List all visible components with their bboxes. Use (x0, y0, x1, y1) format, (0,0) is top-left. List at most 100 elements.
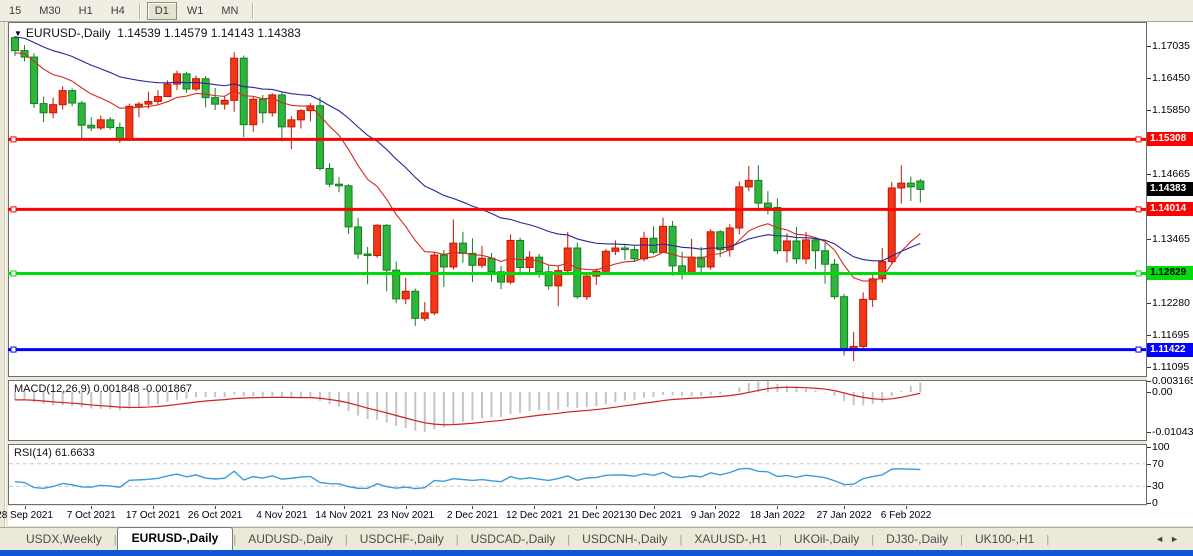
date-axis-tick-mark (215, 506, 217, 509)
macd-axis-tick-mark (1147, 432, 1151, 433)
tab-separator: | (679, 534, 683, 546)
rsi-axis-tick-mark (1147, 463, 1151, 465)
timeframe-toolbar: 15 M30 H1 H4 D1 W1 MN (0, 0, 1193, 22)
candlestick-chart-panel[interactable] (8, 22, 1147, 377)
timeframe-button-w1[interactable]: W1 (186, 4, 204, 17)
window-left-grip (4, 22, 6, 550)
symbol-dropdown-icon[interactable]: ▼ (14, 29, 22, 38)
date-axis-tick-mark (153, 506, 155, 509)
tab-separator: | (344, 534, 348, 546)
date-axis-tick-mark (534, 506, 536, 509)
tab-eurusd-daily[interactable]: EURUSD-,Daily (116, 527, 234, 550)
chart-tabs-bar: USDX,Weekly | EURUSD-,Daily | AUDUSD-,Daily |… (0, 527, 1193, 550)
date-axis-label: 6 Feb 2022 (880, 510, 932, 521)
tab-usdx-weekly[interactable]: USDX,Weekly (26, 532, 102, 546)
tab-scroll-right-icon[interactable]: ► (1170, 534, 1185, 544)
date-axis-label: 18 Jan 2022 (749, 510, 805, 521)
tab-scroll-arrows: ◄► (1155, 534, 1185, 544)
tab-separator: | (233, 534, 237, 546)
date-axis-label: 2 Dec 2021 (446, 510, 499, 521)
tab-scroll-left-icon[interactable]: ◄ (1155, 534, 1171, 544)
price-axis-tick-mark (1147, 77, 1151, 79)
date-axis-tick-mark (906, 506, 908, 509)
date-axis-tick-mark (472, 506, 474, 509)
price-axis-tick: 1.12280 (1152, 297, 1190, 310)
macd-axis-tick-mark (1147, 381, 1151, 382)
tab-audusd-daily[interactable]: AUDUSD-,Daily (248, 532, 333, 546)
tab-xauusd-h1[interactable]: XAUUSD-,H1 (694, 532, 768, 546)
tab-separator: | (960, 534, 963, 546)
tab-separator: | (567, 534, 571, 546)
price-axis-tick: 1.17035 (1152, 40, 1190, 52)
price-axis-tick-mark (1147, 334, 1151, 336)
date-axis-tick-mark (281, 506, 283, 509)
date-axis-label: 23 Nov 2021 (377, 510, 435, 521)
rsi-axis-tick: 100 (1152, 441, 1170, 453)
symbol-label: EURUSD-,Daily (25, 26, 111, 40)
date-axis-tick-mark (653, 506, 655, 509)
price-axis-tick-mark (1147, 303, 1151, 305)
price-axis-tick-mark (1147, 110, 1151, 112)
rsi-axis-tick: 70 (1152, 457, 1164, 470)
tab-dj30-daily[interactable]: DJ30-,Daily (886, 532, 949, 546)
date-axis-tick-mark (91, 506, 93, 509)
rsi-axis-tick-mark (1147, 503, 1151, 504)
date-axis-label: 7 Oct 2021 (66, 510, 116, 521)
date-axis-label: 30 Dec 2021 (625, 510, 682, 521)
timeframe-button-15[interactable]: 15 (9, 4, 22, 17)
tab-separator: | (113, 534, 117, 546)
date-axis-tick-mark (24, 506, 26, 509)
price-axis-tick: 1.11095 (1152, 361, 1190, 374)
chart-header: ▼ EURUSD-,Daily 1.14539 1.14579 1.14143 1… (14, 26, 301, 40)
date-axis-label: 28 Sep 2021 (0, 510, 53, 521)
price-axis-tick: 1.11695 (1152, 328, 1190, 341)
rsi-name: RSI(14) (14, 447, 52, 459)
tab-separator: | (871, 534, 875, 546)
timeframe-button-h1[interactable]: H1 (78, 4, 93, 17)
rsi-indicator-label: RSI(14) 61.6633 (14, 447, 95, 459)
date-axis-label: 9 Jan 2022 (690, 510, 741, 521)
price-line-badge: 1.11422 (1147, 342, 1193, 357)
price-axis-tick-mark (1147, 46, 1151, 47)
date-axis-label: 4 Nov 2021 (256, 510, 308, 521)
rsi-axis-tick-mark (1147, 486, 1151, 488)
price-line-badge: 1.12829 (1147, 266, 1193, 281)
tab-separator: | (1046, 534, 1050, 546)
price-axis-tick: 1.16450 (1152, 71, 1190, 84)
rsi-axis-tick: 0 (1152, 497, 1158, 509)
toolbar-separator (138, 2, 141, 19)
date-axis-tick-mark (343, 506, 345, 509)
price-line-badge: 1.14014 (1147, 202, 1193, 217)
tab-usdchf-daily[interactable]: USDCHF-,Daily (359, 532, 444, 546)
rsi-axis-tick: 30 (1152, 480, 1164, 493)
price-axis-tick-mark (1147, 367, 1151, 369)
timeframe-button-m30[interactable]: M30 (39, 4, 61, 17)
tab-ukoil-daily[interactable]: UKOil-,Daily (793, 532, 860, 546)
macd-name: MACD(12,26,9) (14, 383, 91, 395)
rsi-value: 61.6633 (54, 447, 95, 459)
tab-usdcad-daily[interactable]: USDCAD-,Daily (470, 532, 556, 546)
timeframe-button-mn[interactable]: MN (221, 4, 239, 17)
timeframe-button-d1[interactable]: D1 (146, 1, 177, 20)
price-axis-tick-mark (1147, 239, 1151, 241)
date-axis-label: 26 Oct 2021 (187, 510, 243, 521)
date-axis[interactable]: 28 Sep 2021 7 Oct 2021 17 Oct 2021 26 Oct 2… (0, 506, 1193, 526)
macd-values: 0.001848 -0.001867 (93, 383, 192, 395)
rsi-panel[interactable] (8, 444, 1147, 505)
current-price-badge: 1.14383 (1147, 182, 1193, 197)
tab-separator: | (455, 534, 459, 546)
toolbar-separator (252, 2, 255, 19)
date-axis-tick-mark (405, 506, 407, 509)
tab-usdcnh-daily[interactable]: USDCNH-,Daily (582, 532, 668, 546)
date-axis-tick-mark (596, 506, 598, 509)
timeframe-button-h4[interactable]: H4 (110, 4, 125, 17)
tab-uk100-h1[interactable]: UK100-,H1 (974, 532, 1035, 546)
date-axis-label: 14 Nov 2021 (315, 510, 373, 521)
price-axis-tick: 1.15850 (1152, 104, 1190, 117)
macd-axis-tick-mark (1147, 392, 1151, 393)
date-axis-tick-mark (844, 506, 846, 509)
rsi-axis-tick-mark (1147, 447, 1151, 448)
date-axis-tick-mark (777, 506, 779, 509)
tab-separator: | (779, 534, 782, 546)
macd-axis-tick: 0.00 (1152, 386, 1173, 398)
